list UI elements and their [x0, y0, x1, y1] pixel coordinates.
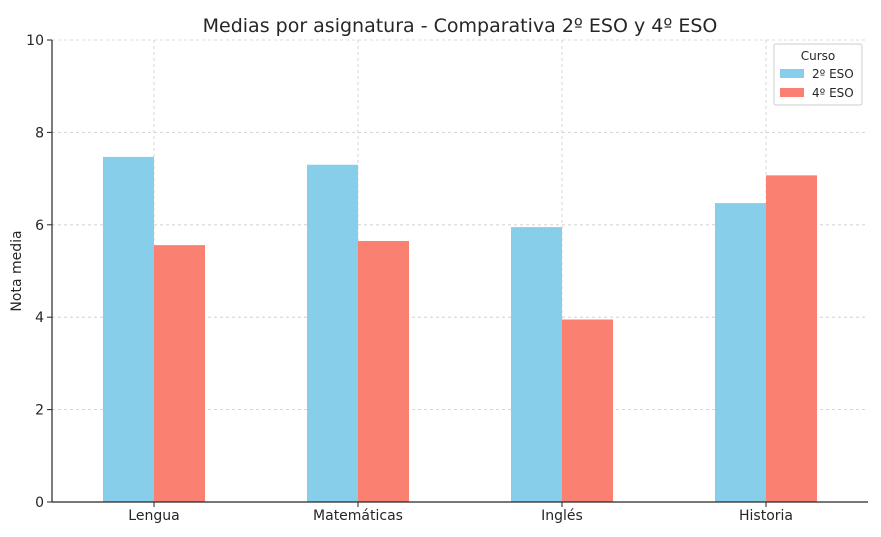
bar-series-2 — [358, 240, 409, 502]
x-tick-label: Matemáticas — [313, 508, 403, 524]
bar-series-1 — [103, 156, 154, 503]
legend-swatch — [780, 69, 804, 78]
chart-title: Medias por asignatura - Comparativa 2º E… — [203, 15, 718, 37]
bar-series-2 — [766, 175, 817, 502]
legend-label: 4º ESO — [812, 86, 854, 100]
legend-items: 2º ESO 4º ESO — [780, 67, 854, 100]
y-tick-label: 2 — [35, 403, 44, 419]
tick-labels: 0 2 4 6 8 10 Lengua Matemáticas Inglés Historia — [26, 33, 793, 524]
legend-title: Curso — [801, 49, 836, 63]
bar-series-1 — [715, 203, 766, 502]
bar-series-1 — [307, 164, 358, 503]
legend-swatch — [780, 88, 804, 97]
y-tick-label: 8 — [35, 125, 44, 141]
legend: Curso 2º ESO 4º ESO — [773, 43, 863, 106]
axes — [47, 39, 868, 507]
y-axis-label: Nota media — [9, 230, 25, 311]
y-tick-label: 6 — [35, 218, 44, 234]
y-tick-label: 10 — [26, 33, 44, 49]
y-tick-label: 0 — [35, 495, 44, 511]
x-tick-label: Lengua — [128, 508, 179, 524]
y-tick-label: 4 — [35, 310, 44, 326]
x-tick-label: Inglés — [541, 508, 583, 524]
bar-series-2 — [154, 245, 205, 503]
x-tick-label: Historia — [739, 508, 793, 524]
bar-series-2 — [562, 319, 613, 502]
legend-label: 2º ESO — [812, 67, 854, 81]
bars — [103, 156, 817, 503]
bar-series-1 — [511, 227, 562, 503]
